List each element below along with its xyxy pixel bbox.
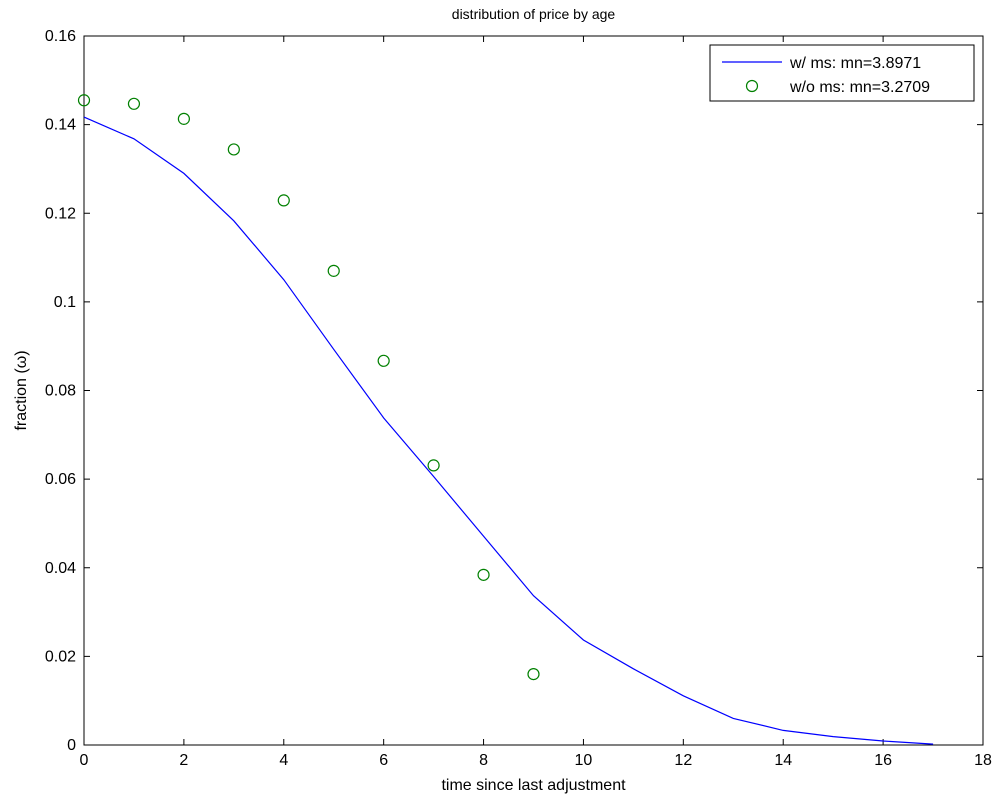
data-point [177,112,190,125]
y-tick-label: 0.08 [45,383,76,400]
data-point [427,459,440,472]
x-tick-label: 2 [179,752,188,769]
x-tick-label: 14 [774,752,792,769]
y-tick-label: 0.02 [45,648,76,665]
y-axis-label: fraction (ω) [13,350,30,430]
x-tick-label: 8 [479,752,488,769]
y-tick-label: 0.16 [45,28,76,45]
chart-title: distribution of price by age [452,6,616,22]
x-axis-label: time since last adjustment [441,777,626,794]
y-tick-label: 0.04 [45,560,76,577]
data-point [277,194,290,207]
data-point [327,264,340,277]
data-point [77,94,91,107]
x-tick-label: 6 [379,752,388,769]
x-tick-label: 0 [80,752,89,769]
legend-marker-swatch [745,79,759,93]
data-point [227,143,240,156]
x-tick-label: 12 [674,752,692,769]
legend: w/ ms: mn=3.8971 w/o ms: mn=3.2709 [709,44,975,102]
y-tick-label: 0 [67,737,76,754]
y-tick-label: 0.12 [45,205,76,222]
data-point [477,568,490,581]
plot-area [83,35,984,746]
data-point [377,354,390,367]
y-tick-label: 0.14 [45,117,76,134]
y-tick-label: 0.06 [45,471,76,488]
axis-ticks: 0 2 4 6 8 10 12 14 16 18 0 0.02 0.04 0.06 0.08 0.1 0.12 0… [45,28,992,769]
data-point [127,97,141,110]
series-layer [77,94,934,745]
legend-entry-label: w/o ms: mn=3.2709 [789,79,930,96]
x-tick-label: 4 [279,752,288,769]
x-tick-label: 10 [575,752,593,769]
x-tick-label: 16 [874,752,892,769]
series-line [83,116,934,745]
y-tick-label: 0.1 [54,294,76,311]
data-point [527,667,540,681]
legend-entry-label: w/ ms: mn=3.8971 [789,55,921,72]
x-tick-label: 18 [974,752,992,769]
